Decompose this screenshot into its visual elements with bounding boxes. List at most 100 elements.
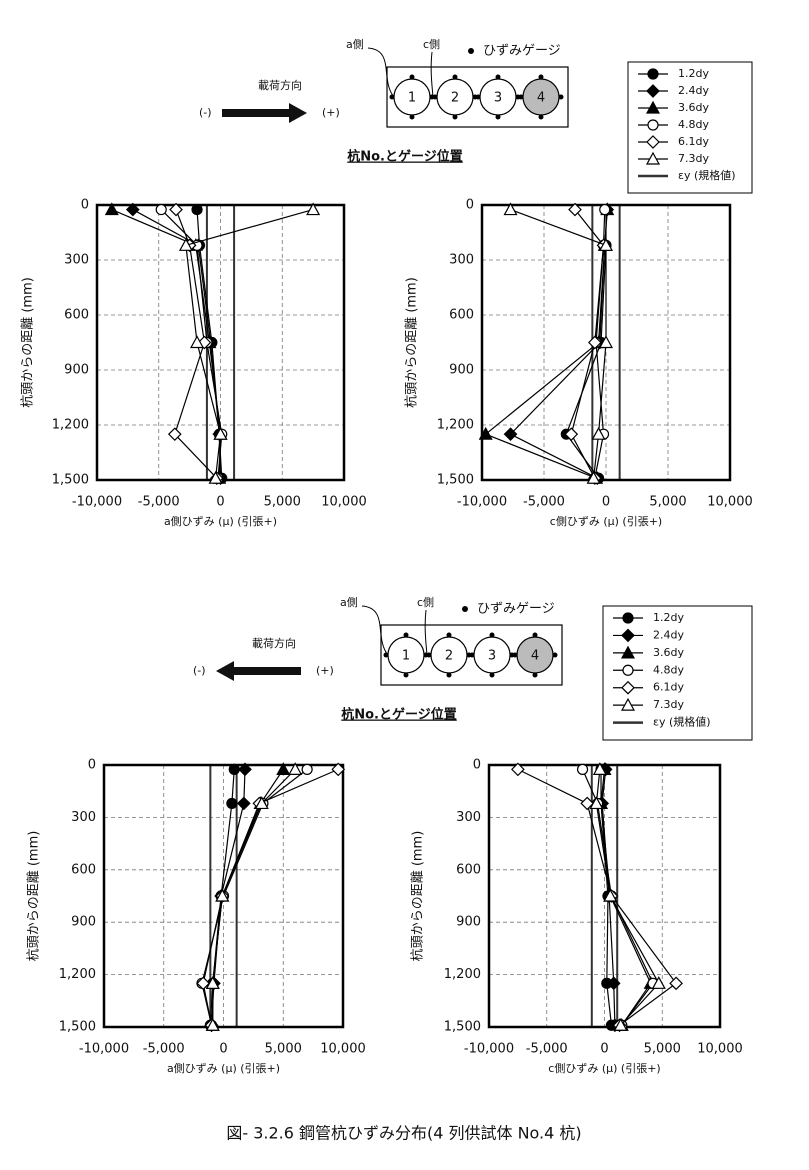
gauge-dot (489, 632, 495, 638)
y-tick-label: 1,500 (52, 473, 89, 488)
gauge-label: ひずみゲージ (477, 602, 555, 617)
leader-line (424, 609, 428, 656)
y-tick-label: 300 (71, 810, 96, 825)
marker (167, 427, 182, 442)
marker (238, 762, 252, 777)
marker (647, 119, 659, 131)
x-tick-label: 0 (602, 495, 610, 510)
marker (591, 426, 606, 440)
marker (598, 238, 614, 251)
marker (226, 797, 238, 810)
marker (651, 976, 666, 989)
legend-label: 7.3dy (678, 152, 709, 165)
marker (587, 335, 602, 350)
plus-label: (+) (316, 664, 334, 677)
y-tick-label: 600 (64, 308, 89, 323)
x-tick-label: 0 (219, 1042, 227, 1057)
marker (503, 427, 518, 442)
gauge-dot (426, 652, 432, 658)
a-side-label: a側 (340, 596, 358, 609)
y-tick-label: 1,500 (437, 473, 474, 488)
x-axis-label: a側ひずみ (μ) (引張+) (167, 1061, 280, 1075)
y-tick-label: 1,500 (444, 1020, 481, 1035)
marker (620, 645, 636, 659)
gauge-dot (489, 672, 495, 678)
gauge-dot (403, 632, 409, 638)
x-tick-label: 0 (216, 495, 224, 510)
x-axis-label: a側ひずみ (μ) (引張+) (164, 514, 277, 528)
diagram-title: 杭No.とゲージ位置 (347, 149, 463, 165)
marker (646, 84, 660, 98)
x-tick-label: -10,000 (72, 495, 122, 510)
marker (155, 203, 167, 216)
a-side-label: a側 (346, 38, 364, 51)
c-side-label: c側 (423, 38, 440, 51)
x-tick-label: 5,000 (644, 1042, 681, 1057)
y-axis-label: 杭頭からの距離 (mm) (405, 277, 420, 408)
x-tick-label: 10,000 (320, 1042, 366, 1057)
gauge-dot (432, 94, 438, 100)
gauge-dot (452, 114, 458, 120)
y-tick-label: 300 (449, 253, 474, 268)
marker (645, 151, 661, 165)
y-tick-label: 900 (64, 363, 89, 378)
y-tick-label: 1,200 (52, 418, 89, 433)
legend-label: 1.2dy (653, 611, 684, 624)
pile-number: 4 (531, 649, 539, 664)
x-tick-label: -5,000 (138, 495, 180, 510)
x-axis-label: c側ひずみ (μ) (引張+) (550, 514, 662, 528)
marker (613, 1018, 628, 1031)
gauge-dot (552, 652, 558, 658)
marker (606, 976, 621, 991)
x-tick-label: -5,000 (143, 1042, 185, 1057)
marker (191, 203, 203, 216)
x-tick-label: 0 (600, 1042, 608, 1057)
legend-label: εy (規格値) (678, 168, 736, 182)
y-tick-label: 600 (456, 862, 481, 877)
legend-label: 6.1dy (653, 681, 684, 694)
marker (621, 628, 635, 643)
legend-label: 4.8dy (653, 663, 684, 676)
y-tick-label: 1,500 (59, 1020, 96, 1035)
y-tick-label: 0 (466, 198, 474, 213)
marker (478, 426, 493, 440)
marker (331, 762, 346, 777)
y-tick-label: 600 (449, 308, 474, 323)
leader-line (430, 51, 434, 98)
marker (169, 202, 183, 217)
marker (603, 888, 618, 902)
marker (620, 697, 636, 711)
y-tick-label: 600 (71, 862, 96, 877)
pile-number: 4 (537, 91, 545, 106)
legend-label: 2.4dy (653, 628, 684, 641)
legend-label: 3.6dy (678, 101, 709, 114)
x-tick-label: 5,000 (265, 1042, 302, 1057)
y-tick-label: 900 (71, 915, 96, 930)
gauge-dot (495, 114, 501, 120)
gauge-dot (512, 652, 518, 658)
marker (576, 763, 589, 775)
marker (236, 796, 251, 811)
load-label: 載荷方向 (252, 636, 296, 650)
legend-label: 4.8dy (678, 118, 709, 131)
gauge-dot (538, 114, 544, 120)
y-tick-label: 900 (456, 915, 481, 930)
y-tick-label: 1,200 (444, 967, 481, 982)
marker (669, 976, 683, 991)
pile-number: 2 (451, 91, 459, 106)
marker (503, 202, 518, 216)
c-side-label: c側 (417, 596, 434, 609)
x-tick-label: 5,000 (649, 495, 686, 510)
gauge-dot (446, 632, 452, 638)
marker (580, 796, 595, 811)
marker (622, 664, 634, 676)
x-tick-label: 10,000 (697, 1042, 743, 1057)
y-axis-label: 杭頭からの距離 (mm) (27, 831, 42, 962)
minus-label: (-) (193, 664, 206, 677)
x-tick-label: -10,000 (457, 495, 507, 510)
marker (622, 612, 634, 624)
x-tick-label: -10,000 (79, 1042, 129, 1057)
gauge-dot (452, 74, 458, 80)
